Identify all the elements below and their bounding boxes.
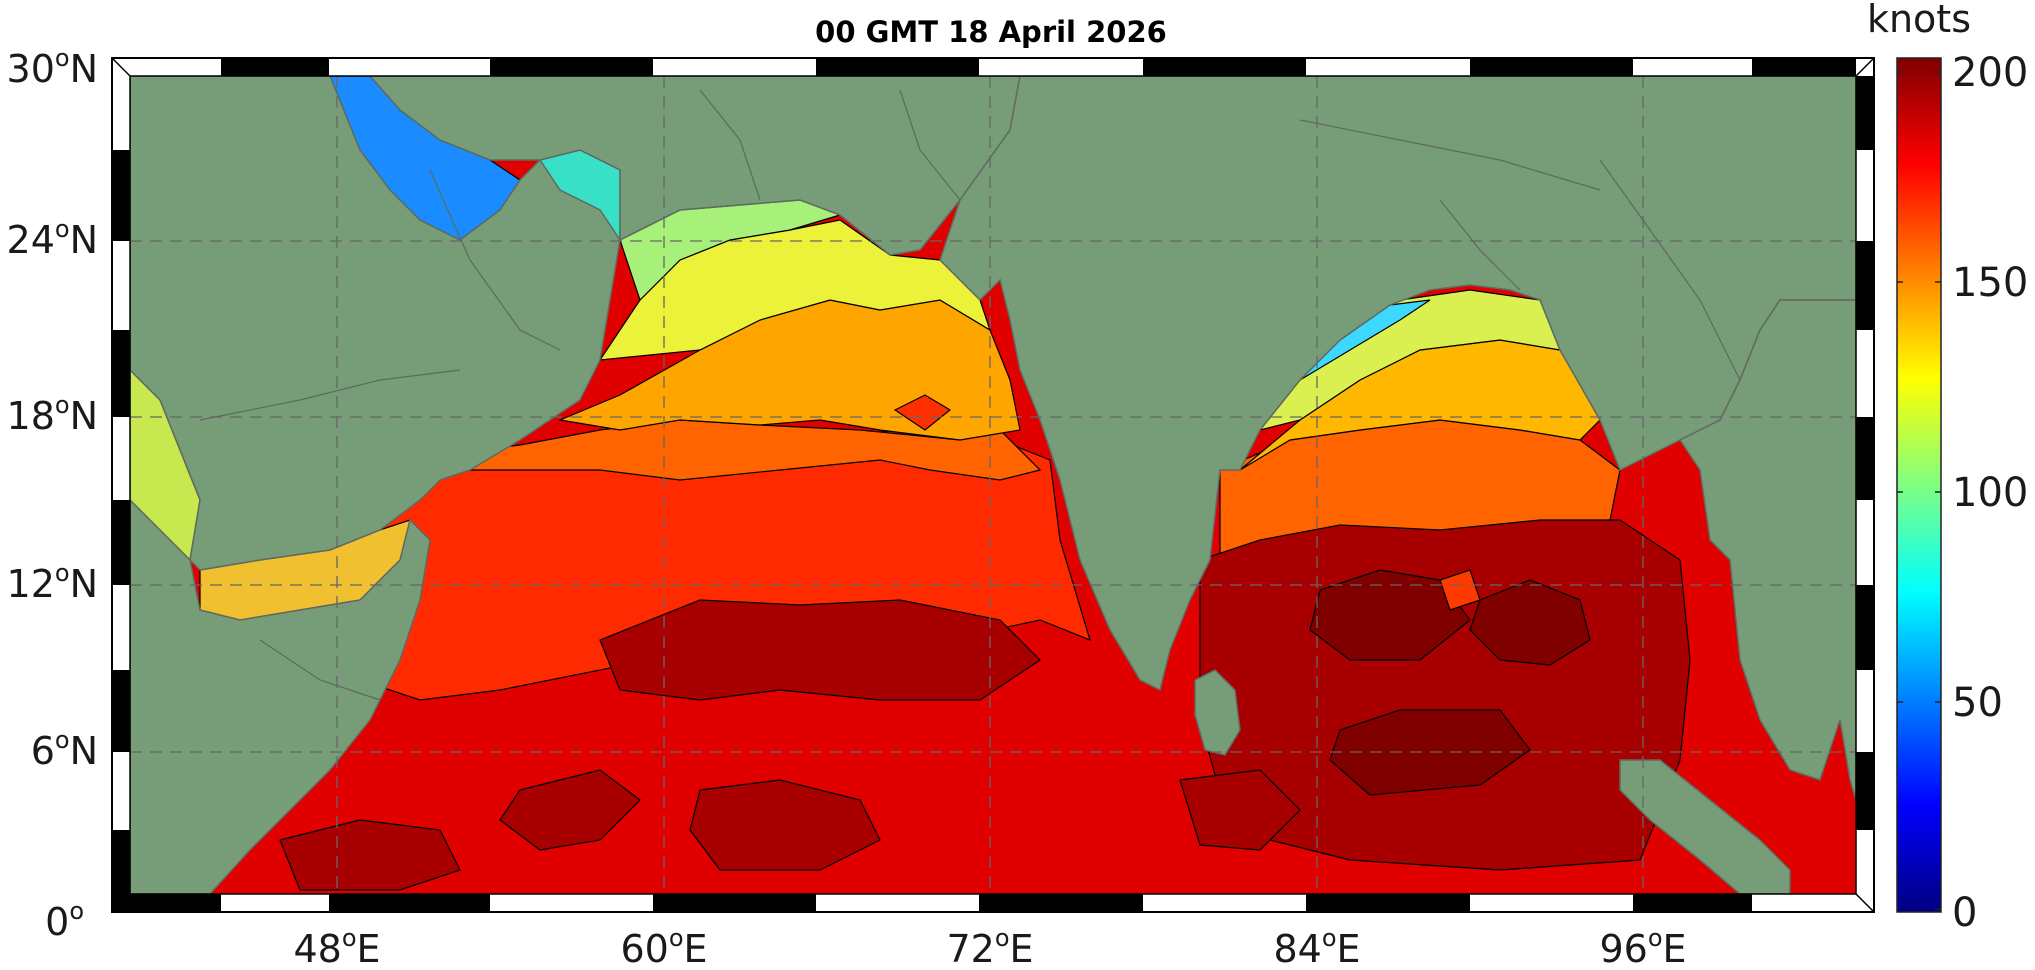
- map-frame: [111, 57, 1875, 913]
- border-line: [429, 169, 561, 351]
- frame-seg: [1633, 894, 1752, 912]
- frame-seg: [1856, 585, 1874, 670]
- land-arabia: [130, 76, 621, 571]
- colorbar-unit: knots: [1867, 0, 1971, 41]
- contour-arabian-dark4: [279, 819, 461, 891]
- country-borders: [199, 89, 1741, 701]
- land: [130, 76, 1856, 894]
- lat-label-0: 0o: [45, 897, 84, 944]
- frame-seg: [1856, 241, 1874, 330]
- colorbar-label-50: 50: [1952, 680, 2003, 726]
- frame-seg: [112, 150, 130, 241]
- frame-seg: [1752, 58, 1856, 76]
- frame-seg: [1856, 76, 1874, 150]
- contour-bengal-max2: [1469, 579, 1591, 666]
- land-africa: [130, 498, 431, 894]
- border-line: [1599, 159, 1741, 381]
- frame-seg: [653, 894, 816, 912]
- lat-label-12: 12oN: [7, 559, 98, 606]
- lon-labels: 48oE 60oE 72oE 84oE 96oE: [293, 924, 1686, 970]
- lon-label-60: 60oE: [620, 924, 707, 970]
- frame-corner-br: [1855, 893, 1875, 913]
- map-area: [130, 76, 1856, 894]
- frame-seg: [979, 894, 1143, 912]
- colorbar: knots 200 150 100 50 0: [1867, 0, 2028, 936]
- frame-left: [112, 150, 130, 894]
- border-line: [1439, 199, 1521, 291]
- frame-seg: [1856, 752, 1874, 830]
- lon-label-96: 96oE: [1599, 924, 1686, 970]
- frame-seg: [490, 58, 653, 76]
- contour-hotspot: [893, 394, 952, 431]
- frame-seg: [112, 500, 130, 585]
- land-sumatra: [1619, 759, 1791, 894]
- map-title: 00 GMT 18 April 2026: [815, 15, 1167, 49]
- frame-seg: [221, 58, 329, 76]
- frame-seg: [1470, 58, 1633, 76]
- lon-label-72: 72oE: [946, 924, 1033, 970]
- lat-label-24: 24oN: [7, 215, 98, 262]
- border-line: [899, 89, 961, 201]
- colorbar-label-200: 200: [1952, 50, 2028, 96]
- frame-seg: [1143, 58, 1306, 76]
- frame-seg: [816, 58, 979, 76]
- border-line: [699, 89, 761, 201]
- lon-label-48: 48oE: [293, 924, 380, 970]
- frame-corner-tl: [111, 57, 131, 77]
- lat-label-30: 30oN: [7, 44, 98, 91]
- frame-corner-tr: [1855, 57, 1875, 77]
- land-se-asia: [1678, 299, 1856, 801]
- graticule: [130, 76, 1856, 894]
- frame-bottom: [112, 894, 1752, 912]
- frame-seg: [329, 894, 490, 912]
- lon-label-84: 84oE: [1273, 924, 1360, 970]
- border-line: [259, 639, 381, 701]
- colorbar-label-100: 100: [1952, 470, 2028, 516]
- frame-seg: [112, 894, 221, 912]
- lat-labels: 30oN 24oN 18oN 12oN 6oN 0o: [7, 44, 98, 944]
- lat-label-18: 18oN: [7, 391, 98, 438]
- frame-top: [221, 58, 1856, 76]
- border-line: [199, 369, 461, 421]
- contour-arabian-dark5: [1179, 769, 1301, 851]
- frame-corner-bl: [111, 893, 131, 913]
- contour-arabian-dark1: [599, 599, 1041, 701]
- border-line: [1299, 119, 1601, 191]
- contour-bengal-max1: [1309, 569, 1471, 661]
- contour-arabian-dark3: [689, 779, 881, 871]
- contour-bengal-eye: [1439, 569, 1481, 611]
- frame-seg: [112, 330, 130, 417]
- land-sri-lanka: [1194, 669, 1241, 756]
- colorbar-gradient: [1896, 57, 1942, 913]
- frame-right: [1856, 76, 1874, 830]
- colorbar-ticks: [1897, 71, 1941, 910]
- frame-seg: [1306, 894, 1470, 912]
- colorbar-label-150: 150: [1952, 260, 2028, 306]
- frame-seg: [112, 830, 130, 894]
- contour-arabian-dark2: [499, 769, 641, 851]
- frame-seg: [112, 670, 130, 752]
- colorbar-label-0: 0: [1952, 890, 1977, 936]
- lat-label-6: 6oN: [31, 726, 98, 773]
- frame-seg: [1856, 417, 1874, 500]
